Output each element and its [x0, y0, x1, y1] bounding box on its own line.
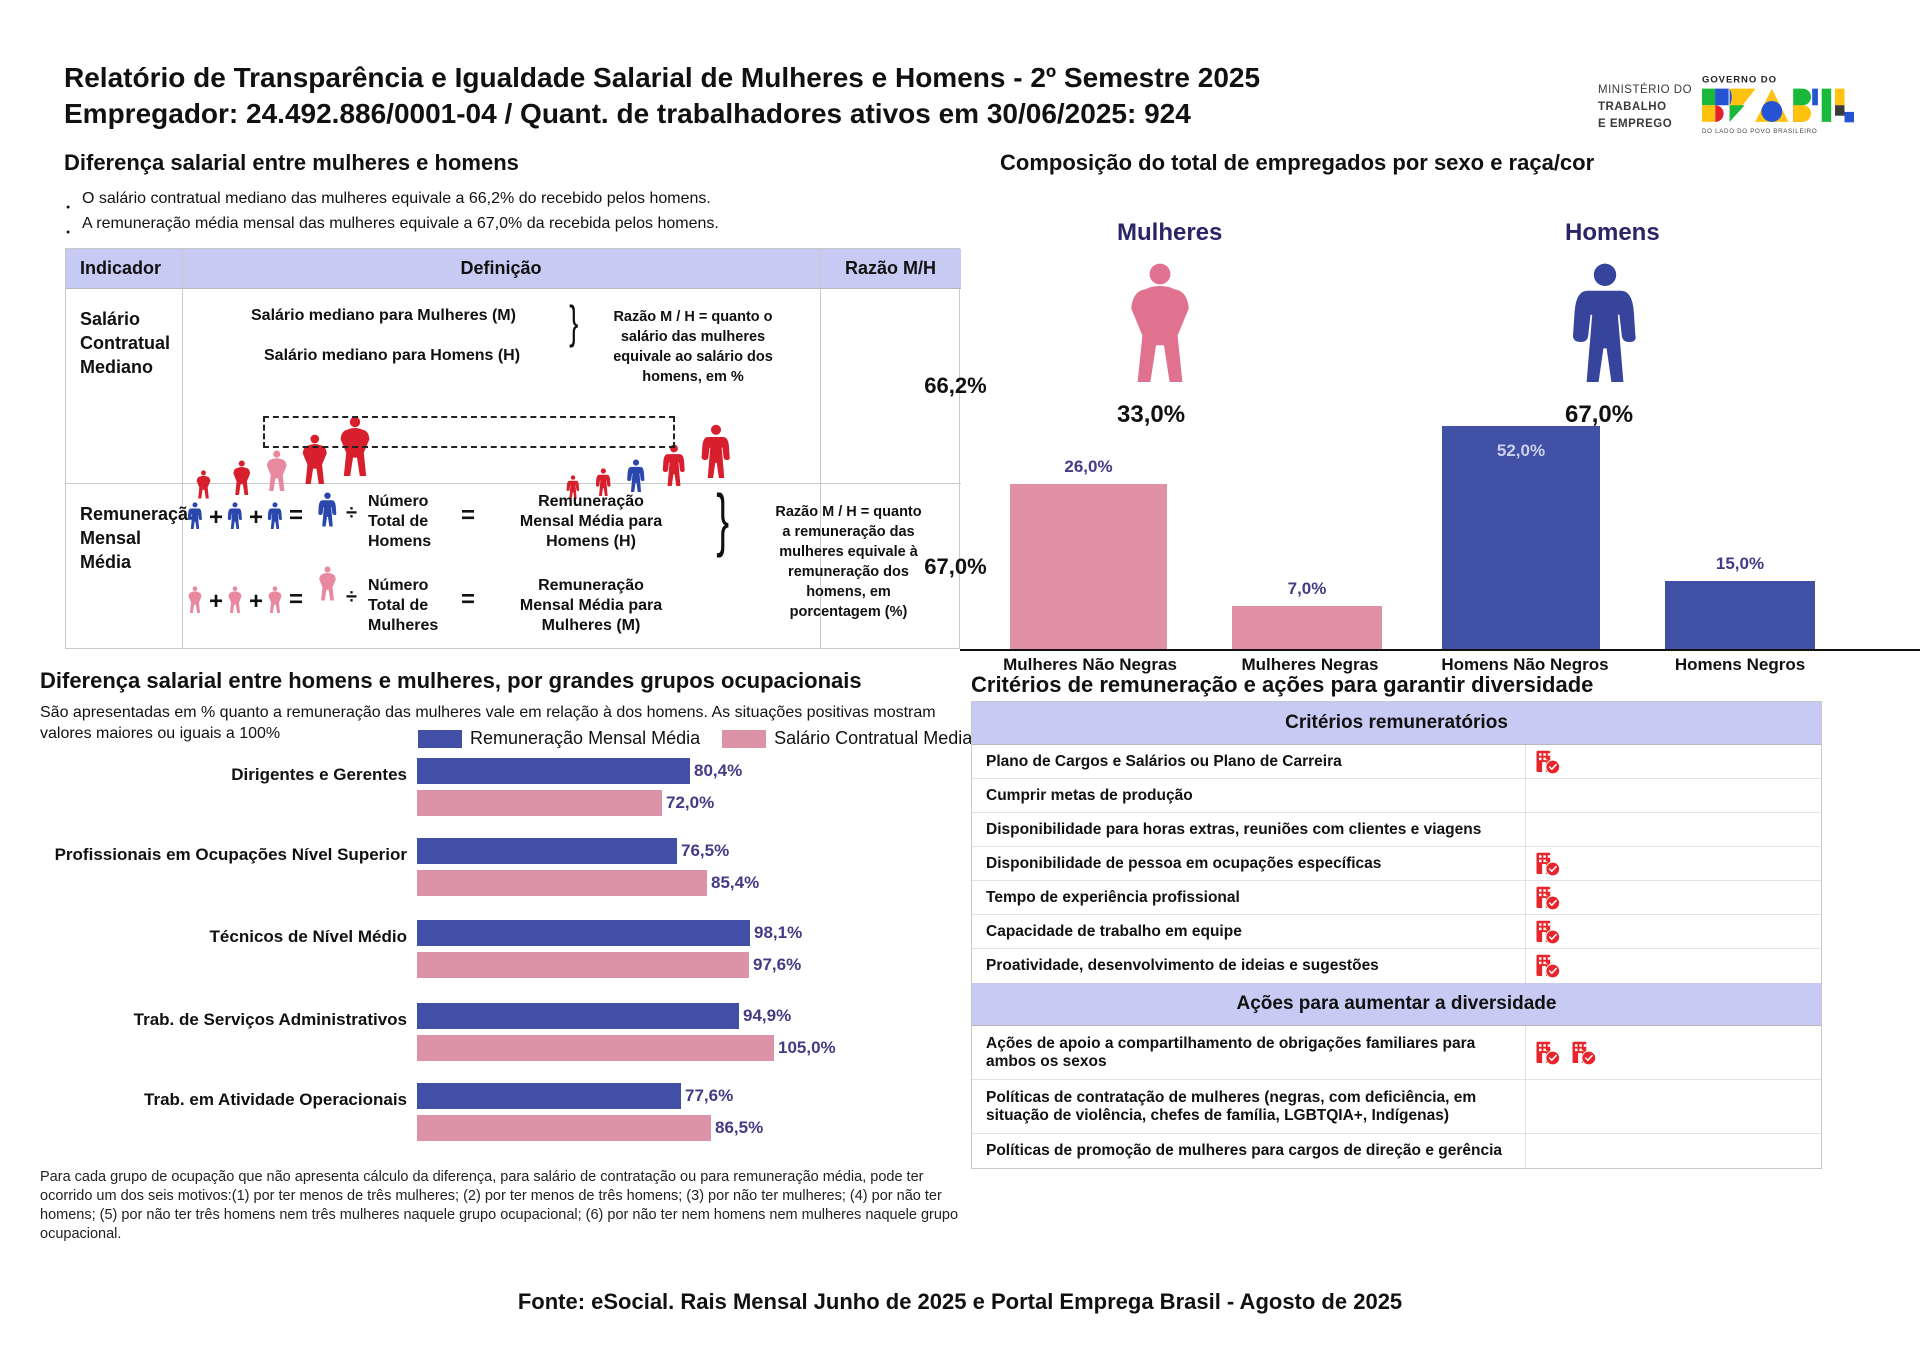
svg-text:DO LADO DO POVO BRASILEIRO: DO LADO DO POVO BRASILEIRO [1702, 128, 1817, 135]
svg-text:GOVERNO DO: GOVERNO DO [1702, 74, 1777, 85]
